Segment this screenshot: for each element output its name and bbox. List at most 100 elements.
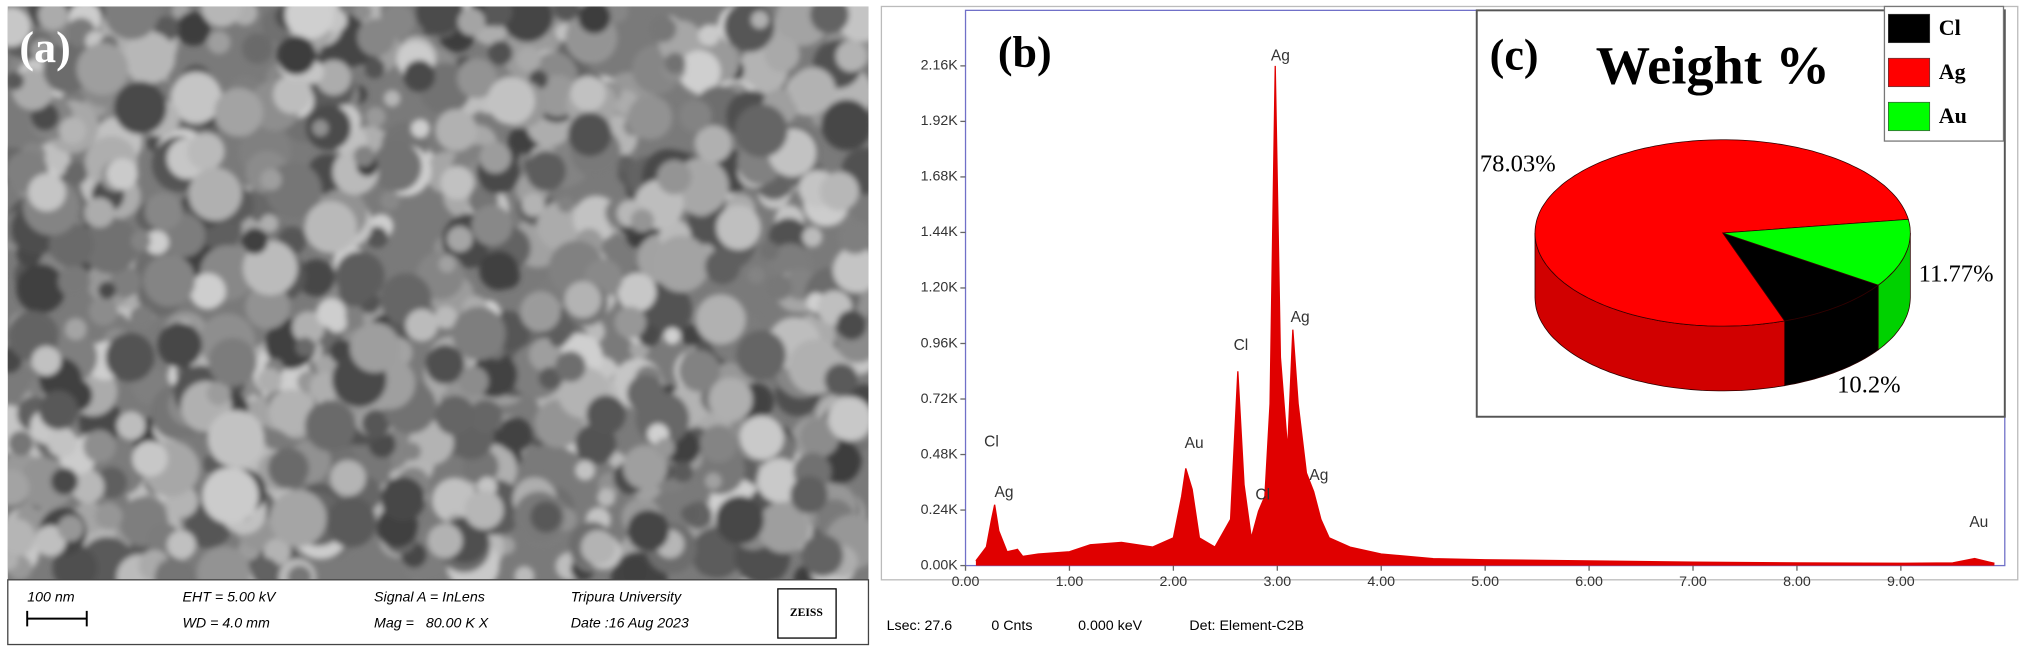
- particle: [84, 197, 115, 228]
- particle: [627, 95, 673, 140]
- legend-label: Au: [1939, 103, 1967, 128]
- particle: [763, 36, 800, 73]
- particle: [157, 322, 203, 368]
- particle: [469, 399, 503, 434]
- particle: [564, 281, 602, 318]
- particle: [64, 161, 88, 185]
- particle: [316, 298, 346, 328]
- particle: [349, 322, 400, 373]
- particle: [207, 410, 265, 468]
- particle: [196, 546, 251, 580]
- particle: [16, 263, 66, 314]
- x-tick-label: 0.00: [952, 574, 980, 590]
- particle: [214, 87, 263, 137]
- particle: [464, 490, 504, 530]
- spectrum: 0.00K 0.24K 0.48K 0.72K 0.96K 1.20K 1.44K 1.68K…: [921, 48, 1995, 590]
- particle: [757, 458, 802, 503]
- particle: [575, 460, 596, 481]
- particle: [705, 249, 741, 285]
- status: 0 Cnts: [991, 618, 1032, 634]
- spectrum-line: [975, 65, 1995, 564]
- scale-bar: [26, 610, 88, 627]
- y-tick-label: 0.00K: [921, 557, 959, 573]
- particle: [94, 502, 123, 530]
- particle: [83, 429, 116, 463]
- particle: [458, 366, 489, 397]
- particle: [312, 119, 329, 137]
- particle: [501, 6, 553, 42]
- particle: [663, 327, 681, 345]
- particle: [457, 8, 486, 36]
- particle: [538, 367, 562, 390]
- wd: WD = 4.0 mm: [183, 616, 270, 632]
- particle: [98, 281, 116, 300]
- pie-value-label: 11.77%: [1919, 261, 1994, 288]
- particle: [567, 112, 612, 157]
- particle: [810, 6, 849, 34]
- particle: [530, 500, 562, 533]
- particle: [130, 230, 151, 251]
- particle: [245, 284, 291, 330]
- particle: [380, 476, 426, 522]
- y-tick-label: 1.20K: [921, 280, 959, 296]
- particle: [57, 265, 91, 298]
- y-tick-label: 0.96K: [921, 335, 959, 351]
- particle: [206, 381, 231, 406]
- particle: [7, 518, 36, 557]
- x-tick-label: 2.00: [1160, 574, 1188, 590]
- y-tick-label: 0.24K: [921, 502, 959, 518]
- particle: [664, 52, 686, 74]
- particle: [681, 505, 698, 522]
- particle: [297, 259, 335, 297]
- particle: [7, 552, 19, 570]
- x-tick-label: 3.00: [1263, 574, 1291, 590]
- particle: [415, 6, 464, 36]
- particle: [457, 58, 498, 99]
- particle: [838, 220, 869, 255]
- particle: [605, 6, 629, 23]
- particle: [8, 430, 34, 456]
- particle: [557, 196, 574, 213]
- particle: [597, 488, 616, 507]
- particle: [380, 190, 400, 211]
- legend-label: Ag: [1939, 59, 1966, 84]
- particle: [446, 226, 473, 252]
- y-tick-label: 1.44K: [921, 224, 959, 240]
- particle: [698, 24, 720, 46]
- particle: [31, 346, 62, 376]
- particle: [366, 226, 388, 249]
- particle: [176, 11, 211, 46]
- institution: Tripura University: [571, 590, 682, 606]
- particle: [656, 159, 692, 195]
- particle: [123, 31, 176, 84]
- particle: [716, 205, 761, 250]
- particle: [361, 409, 391, 438]
- particle: [38, 390, 79, 430]
- particle: [757, 501, 810, 554]
- x-tick-label: 9.00: [1887, 574, 1915, 590]
- particle: [623, 560, 647, 580]
- mag: Mag = 80.00 K X: [374, 616, 489, 632]
- x-tick-label: 8.00: [1783, 574, 1811, 590]
- particle: [734, 104, 788, 158]
- particle: [260, 214, 279, 233]
- particle: [402, 442, 422, 461]
- particle: [487, 77, 535, 125]
- particle: [630, 208, 655, 233]
- particle: [144, 230, 169, 255]
- particle: [802, 226, 823, 248]
- particle: [292, 311, 325, 344]
- particle: [821, 99, 869, 151]
- pie-slice: [1721, 232, 1880, 322]
- particle: [383, 90, 401, 107]
- particle: [170, 72, 222, 124]
- peak-label: Ag: [1309, 467, 1328, 484]
- particle: [425, 344, 465, 384]
- status: Lsec: 27.6: [887, 618, 953, 634]
- particle: [276, 35, 316, 75]
- particle: [483, 6, 513, 27]
- particle: [836, 310, 867, 341]
- particle: [304, 201, 357, 254]
- particle: [7, 469, 30, 506]
